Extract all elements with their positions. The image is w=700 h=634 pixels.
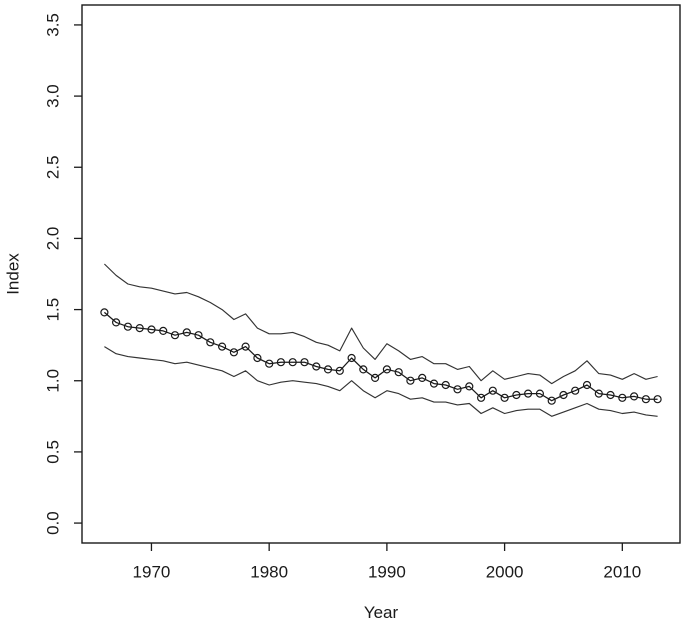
data-point-marker (382, 365, 391, 374)
data-point-marker (641, 395, 651, 404)
data-point-marker (477, 393, 486, 402)
data-point-marker (441, 380, 450, 390)
data-point-marker (418, 373, 427, 382)
data-point-marker (229, 348, 238, 357)
x-tick-label: 1990 (368, 563, 406, 582)
data-point-marker (253, 353, 262, 363)
data-point-marker (347, 353, 356, 363)
data-point-marker (523, 389, 533, 398)
data-point-marker (465, 382, 474, 391)
data-point-marker (488, 386, 497, 395)
data-point-marker (300, 358, 309, 367)
data-point-marker (453, 385, 462, 394)
data-point-marker (288, 358, 297, 367)
data-point-marker (653, 395, 662, 404)
data-point-marker (323, 365, 333, 374)
data-point-marker (241, 342, 250, 351)
data-point-marker (359, 365, 368, 374)
data-point-marker (512, 390, 521, 400)
data-point-marker (135, 324, 144, 333)
y-tick-label: 2.5 (43, 155, 62, 179)
data-point-marker (194, 331, 203, 340)
data-point-marker (123, 322, 133, 331)
data-point-marker (406, 376, 415, 385)
y-axis-title: Index (3, 253, 22, 295)
y-tick-label: 2.0 (43, 227, 62, 251)
x-tick-label: 1980 (250, 563, 288, 582)
x-axis-title: Year (364, 603, 399, 622)
series-line-lower-ci (104, 346, 658, 417)
data-point-marker (429, 379, 439, 388)
axes-layer: 1970 1980 1990 2000 2010 0.0 0.5 1.0 1.5 2.0 2.5 3.… (43, 13, 641, 581)
data-point-marker (606, 390, 615, 400)
series-line-upper-ci (103, 263, 658, 385)
y-tick-label: 3.5 (43, 13, 62, 37)
data-point-marker (547, 396, 556, 405)
data-point-marker (182, 328, 191, 337)
series-layer (100, 263, 662, 417)
data-point-marker (582, 380, 592, 390)
data-point-marker (276, 358, 285, 367)
data-point-marker (111, 318, 121, 327)
data-point-marker (394, 368, 403, 377)
data-point-marker (571, 386, 580, 395)
series-line-index (103, 311, 658, 402)
data-point-marker (170, 331, 180, 340)
data-point-marker (100, 308, 109, 317)
data-point-marker (265, 359, 274, 368)
data-point-marker (371, 373, 380, 382)
x-tick-label: 1970 (133, 563, 171, 582)
x-tick-label: 2010 (603, 563, 641, 582)
data-point-marker (559, 390, 568, 400)
data-point-marker (159, 326, 168, 335)
data-point-marker (618, 393, 627, 402)
data-point-marker (147, 325, 156, 334)
data-point-marker (335, 366, 344, 375)
data-point-marker (312, 362, 321, 371)
plot-box (81, 4, 681, 544)
y-tick-label: 0.0 (43, 511, 62, 535)
data-point-marker (218, 342, 227, 351)
y-tick-label: 1.0 (43, 369, 62, 393)
x-tick-label: 2000 (486, 563, 524, 582)
data-point-marker (500, 393, 509, 402)
data-point-marker (535, 389, 545, 398)
y-tick-label: 1.5 (43, 298, 62, 322)
data-point-marker (629, 392, 639, 401)
y-tick-label: 0.5 (43, 440, 62, 464)
data-point-marker (594, 389, 603, 398)
data-point-marker (206, 338, 215, 347)
y-tick-label: 3.0 (43, 84, 62, 108)
